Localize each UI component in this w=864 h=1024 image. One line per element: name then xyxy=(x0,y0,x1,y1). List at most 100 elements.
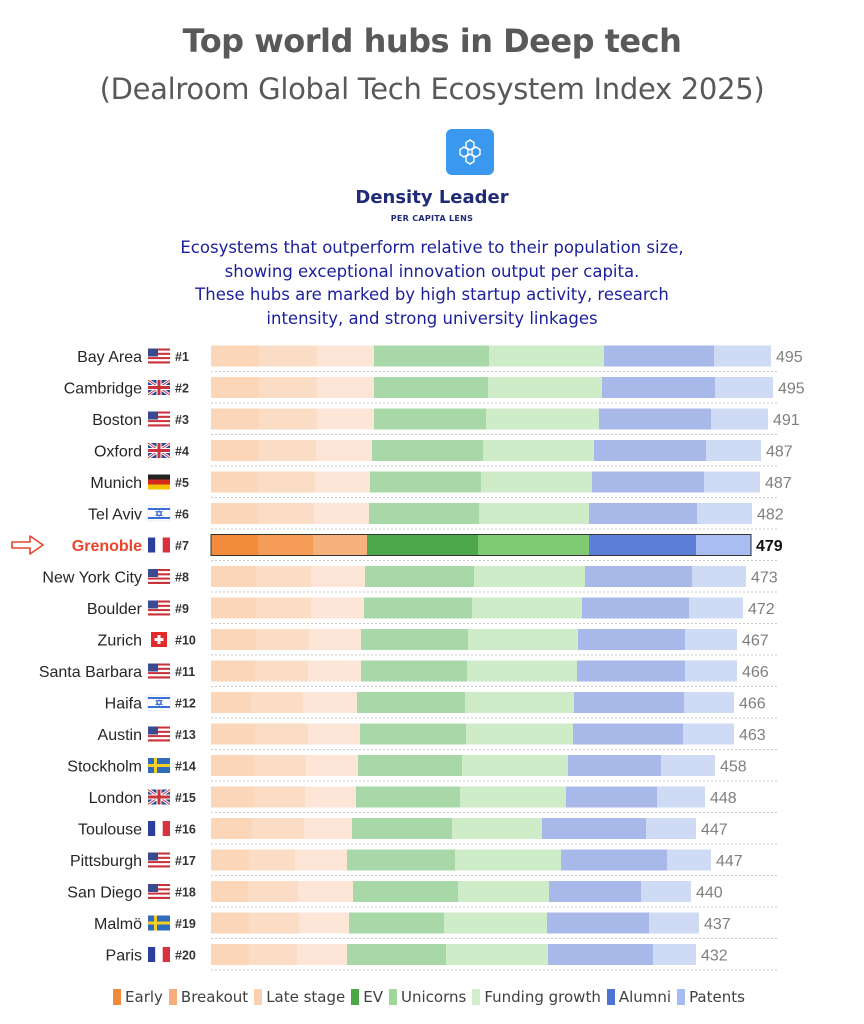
total-value: 495 xyxy=(776,349,803,366)
bar-segment xyxy=(547,912,649,934)
bar-segment xyxy=(347,849,455,871)
total-value: 473 xyxy=(751,570,778,587)
city-label: Cambridge xyxy=(64,381,142,398)
bar-segment xyxy=(211,377,259,398)
total-value: 458 xyxy=(720,759,747,776)
bar-segment xyxy=(455,849,561,871)
bar-segment xyxy=(361,629,468,650)
bar-segment xyxy=(259,408,317,430)
rank-label: #6 xyxy=(175,508,189,522)
bar-segment xyxy=(704,471,760,493)
bar-segment xyxy=(468,629,578,650)
bar-segment xyxy=(711,408,768,430)
bar-segment xyxy=(715,377,773,398)
bar-segment xyxy=(248,881,298,902)
bar-segment xyxy=(646,818,696,839)
legend-swatch xyxy=(389,989,398,1005)
bar-segment xyxy=(578,629,685,650)
us-flag-icon xyxy=(148,726,170,742)
bar-segment xyxy=(692,566,746,587)
bar-segment xyxy=(252,818,304,839)
bar-segment xyxy=(465,692,574,713)
bar-segment xyxy=(211,881,248,902)
us-flag-icon xyxy=(148,600,170,616)
description-line: showing exceptional innovation output pe… xyxy=(224,261,640,281)
bar-segment xyxy=(483,440,594,461)
bar-segment xyxy=(653,944,696,965)
bar-segment xyxy=(254,755,306,776)
il-flag-icon xyxy=(147,505,171,522)
bar-segment xyxy=(251,692,303,713)
rank-label: #7 xyxy=(175,539,189,553)
city-label: Grenoble xyxy=(72,538,142,555)
bar-segment xyxy=(258,503,314,524)
bar-segment xyxy=(211,818,252,839)
legend-swatch xyxy=(168,989,177,1005)
bar-segment xyxy=(311,566,365,587)
bar-segment xyxy=(211,944,249,965)
bar-segment xyxy=(357,692,465,713)
bar-segment xyxy=(577,660,685,682)
city-label: Boston xyxy=(92,412,142,429)
rank-label: #18 xyxy=(175,886,196,900)
legend-swatch xyxy=(677,989,686,1005)
total-value: 487 xyxy=(766,444,793,461)
bar-segment xyxy=(211,440,259,461)
se-flag-icon xyxy=(148,758,170,773)
bar-segment xyxy=(303,692,357,713)
fr-flag-icon xyxy=(148,821,170,836)
bar-segment xyxy=(311,597,364,619)
bar-segment xyxy=(641,881,691,902)
bar-segment xyxy=(479,503,589,524)
bar-segment xyxy=(474,566,585,587)
bar-segment xyxy=(714,345,771,367)
bar-segment xyxy=(211,755,254,776)
bar-segment xyxy=(305,786,356,808)
bar-segment xyxy=(367,534,478,556)
bar-segment xyxy=(685,660,737,682)
total-value: 467 xyxy=(742,633,769,650)
bar-segment xyxy=(249,849,295,871)
bar-segment xyxy=(211,629,256,650)
bar-segment xyxy=(452,818,542,839)
uk-flag-icon xyxy=(147,441,171,460)
honeycomb-icon xyxy=(446,129,494,175)
rank-label: #3 xyxy=(175,413,189,427)
bar-segment xyxy=(542,818,646,839)
fr-flag-icon xyxy=(148,537,170,553)
bar-segment xyxy=(211,849,249,871)
bar-segment xyxy=(353,881,458,902)
legend-swatch xyxy=(351,989,360,1005)
bar-segment xyxy=(370,471,481,493)
city-label: Boulder xyxy=(87,601,143,618)
bar-segment xyxy=(706,440,761,461)
city-label: Toulouse xyxy=(78,822,142,839)
rank-label: #11 xyxy=(175,665,195,679)
legend-item: Funding growth xyxy=(472,988,601,1006)
bar-segment xyxy=(365,566,474,587)
bar-segment xyxy=(374,377,488,398)
bar-segment xyxy=(211,723,255,745)
bar-segment xyxy=(360,723,466,745)
description-line: intensity, and strong university linkage… xyxy=(266,308,598,328)
city-label: San Diego xyxy=(67,885,142,902)
us-flag-icon xyxy=(148,884,170,899)
total-value: 466 xyxy=(739,696,766,713)
city-label: Haifa xyxy=(105,696,142,713)
chart-legend: Early Breakout Late stage EV Unicorns Fu… xyxy=(0,988,864,1006)
bar-segment xyxy=(446,944,548,965)
total-value: 437 xyxy=(704,916,731,933)
bar-segment xyxy=(211,471,258,493)
bar-segment xyxy=(364,597,472,619)
bar-segment xyxy=(297,944,347,965)
bar-segment xyxy=(211,912,249,934)
bar-segment xyxy=(211,660,255,682)
fr-flag-icon xyxy=(148,947,170,962)
city-label: London xyxy=(89,790,142,807)
bar-segment xyxy=(683,723,734,745)
total-value: 447 xyxy=(701,822,728,839)
total-value: 432 xyxy=(701,948,728,965)
bar-segment xyxy=(258,471,315,493)
description-line: Ecosystems that outperform relative to t… xyxy=(180,238,684,257)
total-value: 440 xyxy=(696,885,723,902)
